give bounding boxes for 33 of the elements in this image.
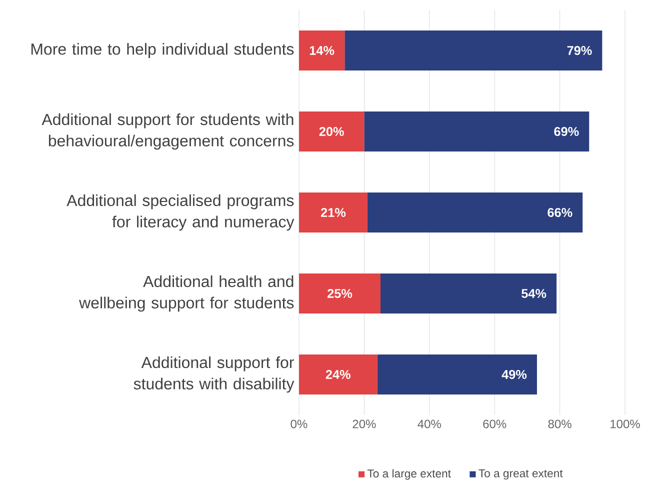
bar [380,274,557,314]
bar [298,112,364,152]
data-label: 24% [326,370,350,379]
legend-label: To a great extent [478,469,563,480]
bar [364,112,590,152]
data-label: 14% [310,46,334,55]
x-tick-label: 100% [610,420,640,428]
bar [298,192,368,233]
y-tick-label: Additional support for students with behavioural/engagement concerns [42,113,294,150]
data-label: 69% [554,127,579,136]
bar [298,30,345,71]
x-tick-label: 40% [418,420,441,428]
y-tick-label: Additional support for students with disability [134,356,294,393]
y-tick-label: Additional specialised programs for literacy and numeracy [66,194,294,231]
bar [298,354,378,395]
data-label: 20% [319,127,344,136]
data-label: 54% [522,289,546,298]
bar [344,30,602,71]
legend-label: To a large extent [367,469,451,480]
y-tick-label: More time to help individual students [31,43,294,58]
data-label: 66% [548,208,572,217]
bar [298,274,380,314]
data-label: 21% [320,208,346,217]
bar [367,192,583,233]
x-tick-label: 0% [290,420,308,428]
data-label: 49% [502,370,527,379]
data-label: 79% [567,46,592,55]
bar [377,354,537,395]
data-label: 25% [328,289,352,298]
y-tick-label: Additional health and wellbeing support for students [79,275,294,312]
x-tick-label: 60% [483,420,506,428]
x-tick-label: 20% [352,420,376,428]
x-tick-label: 80% [548,420,572,428]
